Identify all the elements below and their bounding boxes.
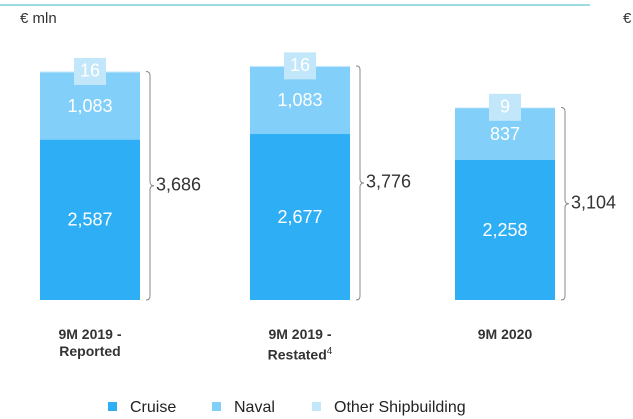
- value-label: 16: [290, 55, 310, 75]
- category-label: 9M 2019 - Reported: [42, 326, 138, 360]
- label-box: [284, 52, 316, 80]
- cut-label: €: [623, 10, 632, 27]
- category-text: 9M 2019 - Restated: [267, 326, 332, 363]
- value-label: 2,258: [482, 220, 527, 240]
- footnote-mark: 4: [326, 346, 333, 357]
- category-text: 9M 2020: [477, 326, 533, 342]
- category-text: 9M 2019 - Reported: [58, 326, 122, 359]
- total-label: 3,686: [156, 174, 201, 194]
- bar-segment: [40, 139, 140, 300]
- value-label: 837: [490, 124, 520, 144]
- legend-label: Other Shipbuilding: [334, 399, 466, 416]
- value-label: 16: [80, 61, 100, 81]
- legend-swatch: [212, 402, 221, 411]
- legend-swatch: [312, 402, 321, 411]
- legend-label: Cruise: [130, 399, 176, 416]
- total-bracket: [145, 70, 155, 301]
- bar-segment: [250, 134, 350, 300]
- unit-label: € mln: [20, 10, 57, 27]
- legend-label: Naval: [234, 399, 275, 416]
- category-label: 9M 2019 - Restated4: [252, 326, 348, 364]
- label-box: [74, 57, 106, 85]
- total-bracket: [560, 107, 570, 301]
- bar-segment: [455, 160, 555, 300]
- value-label: 2,587: [67, 210, 112, 230]
- total-label: 3,776: [366, 172, 411, 192]
- value-label: 1,083: [67, 96, 112, 116]
- value-label: 1,083: [277, 90, 322, 110]
- total-bracket: [355, 65, 365, 301]
- value-label: 2,677: [277, 207, 322, 227]
- label-box: [489, 93, 521, 121]
- category-label: 9M 2020: [457, 326, 553, 343]
- value-label: 9: [500, 97, 510, 117]
- legend-swatch: [108, 402, 117, 411]
- total-label: 3,104: [571, 193, 616, 213]
